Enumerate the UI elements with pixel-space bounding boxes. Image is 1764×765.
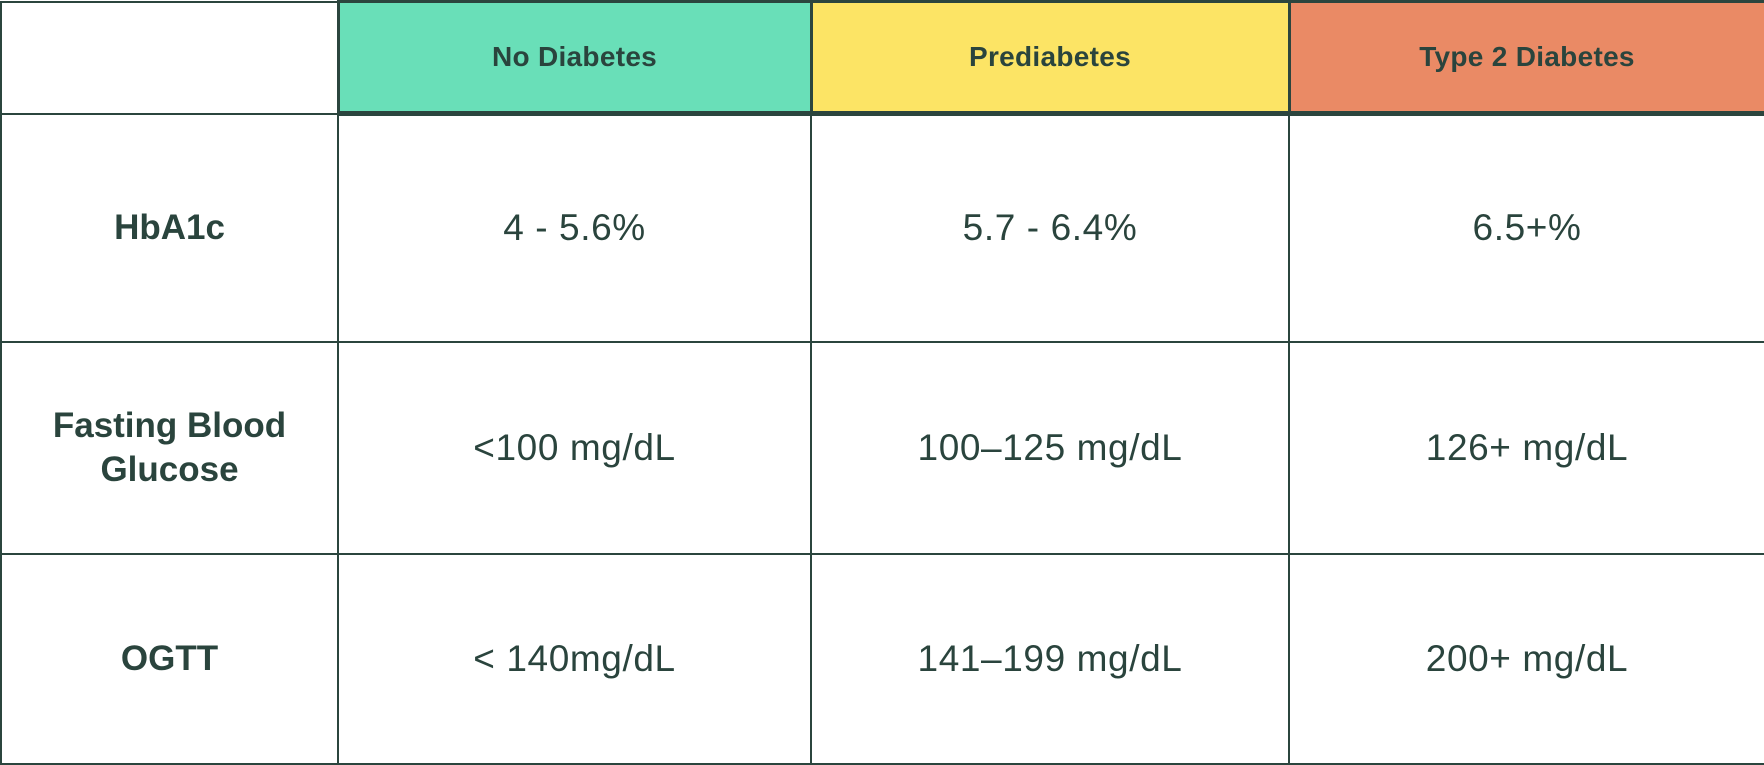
cell-fbg-no-diabetes: <100 mg/dL bbox=[337, 340, 812, 555]
cell-ogtt-type-2-diabetes: 200+ mg/dL bbox=[1288, 552, 1764, 765]
cell-hba1c-prediabetes: 5.7 - 6.4% bbox=[810, 112, 1290, 343]
table-row-fasting-blood-glucose: Fasting Blood Glucose <100 mg/dL 100–125… bbox=[0, 340, 1764, 555]
column-header-type-2-diabetes: Type 2 Diabetes bbox=[1287, 0, 1764, 116]
cell-ogtt-prediabetes: 141–199 mg/dL bbox=[810, 552, 1290, 765]
row-label-ogtt: OGTT bbox=[0, 552, 339, 765]
table-row-hba1c: HbA1c 4 - 5.6% 5.7 - 6.4% 6.5+% bbox=[0, 112, 1764, 343]
cell-ogtt-no-diabetes: < 140mg/dL bbox=[337, 552, 812, 765]
table-row-ogtt: OGTT < 140mg/dL 141–199 mg/dL 200+ mg/dL bbox=[0, 552, 1764, 765]
cell-hba1c-type-2-diabetes: 6.5+% bbox=[1288, 112, 1764, 343]
row-label-fasting-blood-glucose: Fasting Blood Glucose bbox=[0, 340, 339, 555]
row-label-hba1c: HbA1c bbox=[0, 112, 339, 343]
cell-fbg-prediabetes: 100–125 mg/dL bbox=[810, 340, 1290, 555]
header-row: No Diabetes Prediabetes Type 2 Diabetes bbox=[0, 0, 1764, 116]
corner-cell bbox=[0, 0, 339, 115]
cell-hba1c-no-diabetes: 4 - 5.6% bbox=[337, 112, 812, 343]
column-header-prediabetes: Prediabetes bbox=[809, 0, 1291, 116]
column-header-no-diabetes: No Diabetes bbox=[336, 0, 813, 116]
cell-fbg-type-2-diabetes: 126+ mg/dL bbox=[1288, 340, 1764, 555]
